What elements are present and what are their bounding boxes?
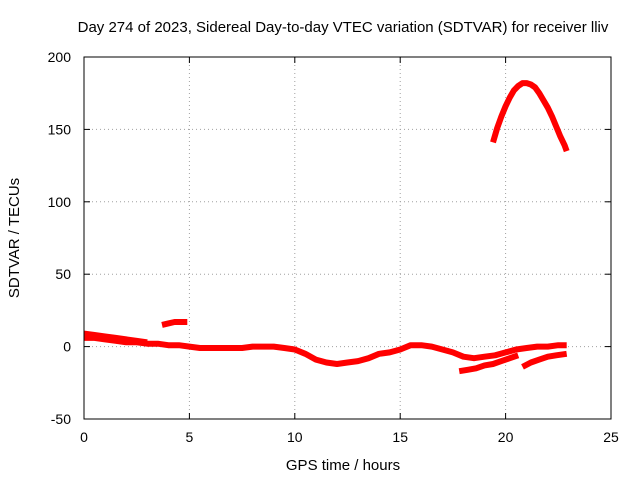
grid [84, 57, 611, 419]
series-upper-band [83, 330, 148, 346]
y-tick-label: 0 [63, 339, 71, 355]
data-series [83, 80, 570, 375]
x-tick-label: 5 [186, 429, 194, 445]
series-main-trace [84, 334, 567, 367]
series-lower-branch-2 [521, 350, 568, 370]
series-lower-branch-1 [458, 352, 520, 375]
x-tick-label: 20 [498, 429, 514, 445]
x-tick-label: 15 [392, 429, 408, 445]
y-tick-label: -50 [51, 411, 71, 427]
x-tick-label: 25 [603, 429, 619, 445]
y-tick-label: 50 [55, 266, 71, 282]
chart-title: Day 274 of 2023, Sidereal Day-to-day VTE… [78, 19, 609, 36]
x-tick-label: 10 [287, 429, 303, 445]
series-short-segment [161, 319, 188, 328]
series-arc [490, 80, 570, 153]
y-tick-label: 100 [48, 194, 72, 210]
axis-ticks: 0 5 10 15 20 25 -50 0 50 100 150 200 [48, 49, 619, 445]
y-axis-label: SDTVAR / TECUs [6, 178, 23, 298]
x-tick-label: 0 [80, 429, 88, 445]
y-tick-label: 200 [48, 49, 72, 65]
y-tick-label: 150 [48, 121, 72, 137]
x-axis-label: GPS time / hours [286, 457, 400, 474]
plot-frame [83, 56, 612, 420]
